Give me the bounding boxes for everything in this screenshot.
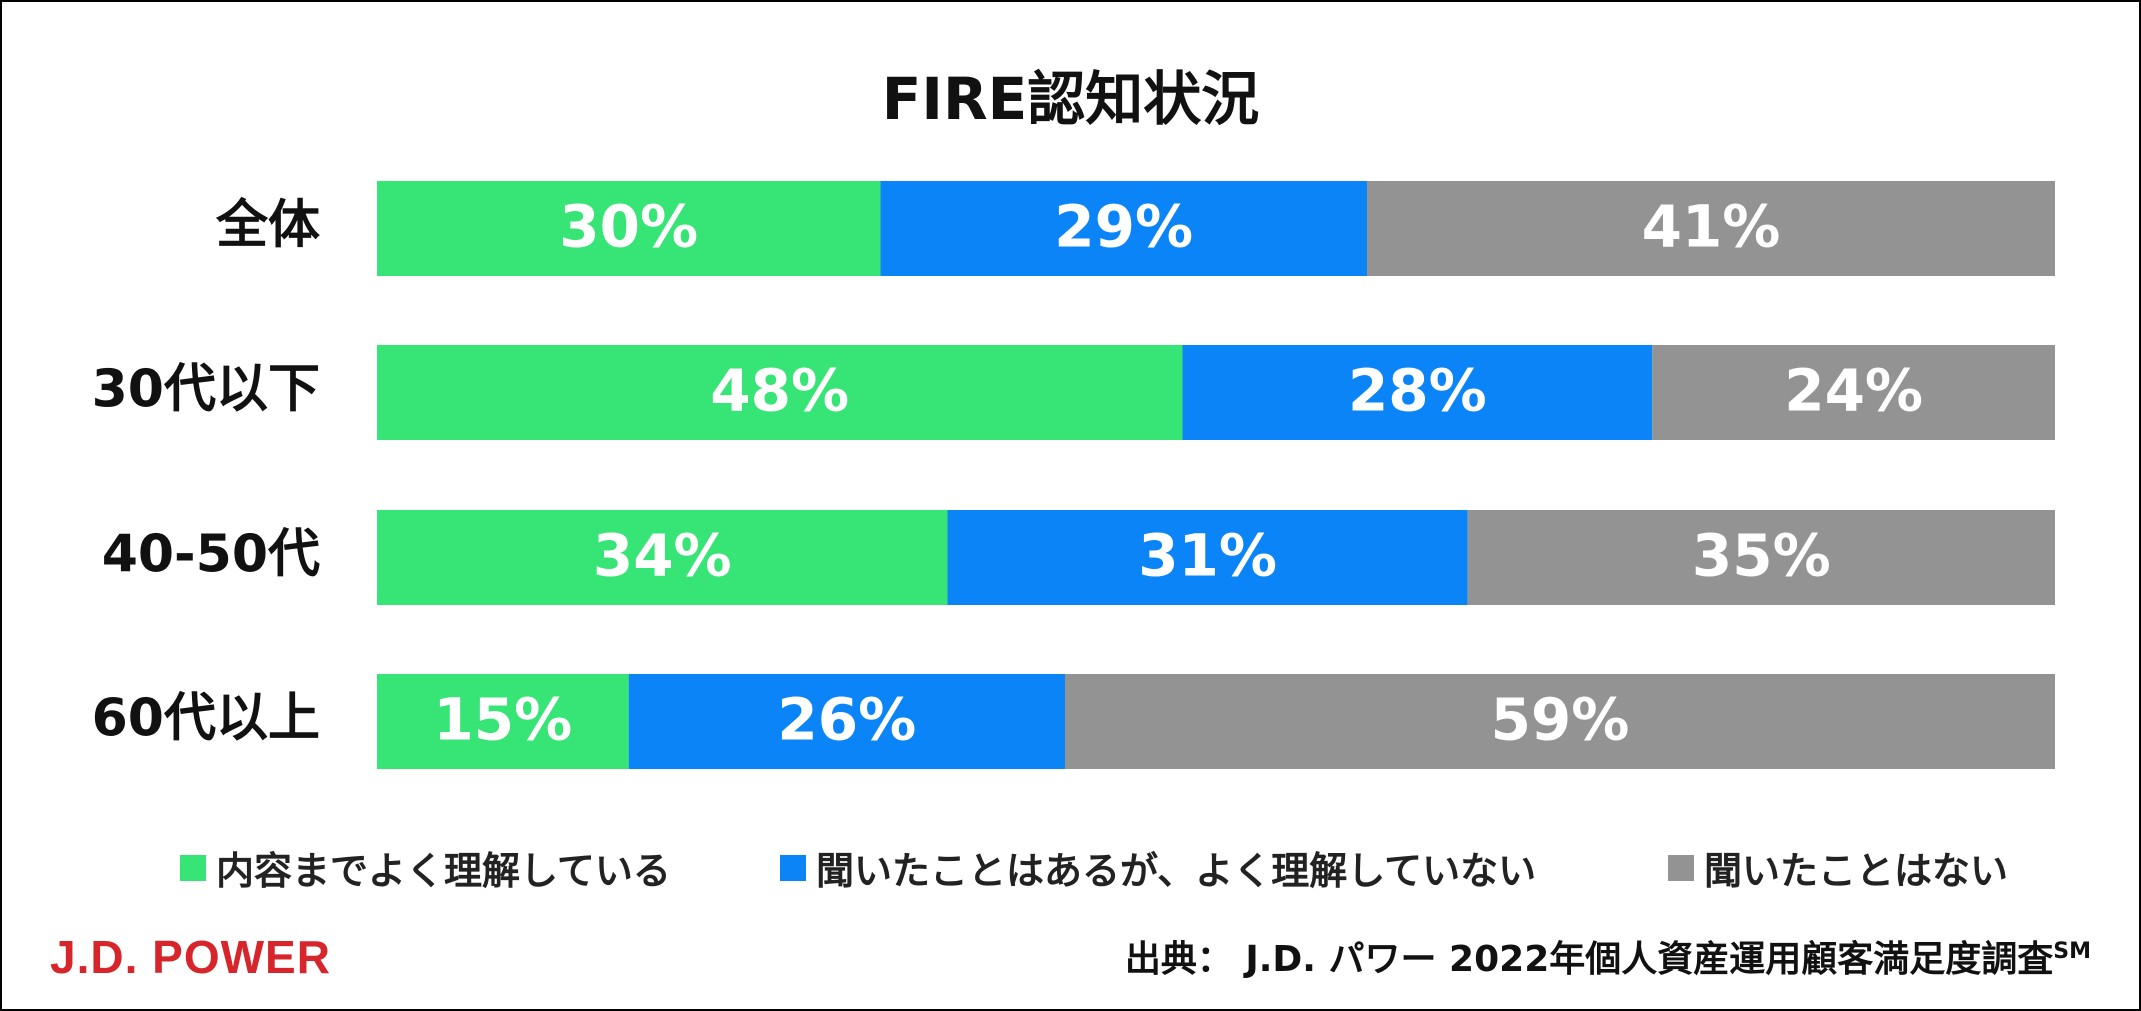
bar-row0-series2 [1367, 181, 2055, 276]
legend: 内容までよく理解している 聞いたことはあるが、よく理解していない 聞いたことはな… [180, 840, 2060, 893]
data-label-row1-series1: 28% [1348, 357, 1487, 425]
legend-swatch-heard [780, 854, 806, 881]
category-label-0: 全体 [215, 196, 320, 256]
data-label-row1-series2: 24% [1784, 357, 1923, 425]
bar-row1-series1 [1182, 345, 1653, 440]
legend-label-never: 聞いたことはない [1704, 849, 2009, 893]
data-label-row3-series1: 26% [777, 686, 916, 754]
legend-item-heard: 聞いたことはあるが、よく理解していない [780, 840, 1536, 895]
bar-row3-series2 [1064, 674, 2055, 769]
legend-label-understand: 内容までよく理解している [216, 849, 671, 893]
data-label-row2-series0: 34% [593, 522, 732, 590]
chart-title: FIRE認知状況 [881, 65, 1260, 133]
data-label-row2-series1: 31% [1138, 522, 1277, 590]
bar-row2-series0 [377, 510, 948, 605]
data-label-row0-series1: 29% [1054, 193, 1193, 261]
data-label-row0-series2: 41% [1642, 193, 1781, 261]
bar-row0-series0 [377, 181, 881, 276]
bar-row3-series1 [628, 674, 1065, 769]
data-label-row1-series0: 48% [710, 357, 849, 425]
bar-row1-series0 [377, 345, 1183, 440]
bar-row2-series2 [1467, 510, 2055, 605]
data-label-row2-series2: 35% [1692, 522, 1831, 590]
legend-item-understand: 内容までよく理解している [180, 840, 671, 895]
category-label-2: 40-50代 [102, 525, 320, 585]
legend-item-never: 聞いたことはない [1668, 840, 2008, 895]
legend-label-heard: 聞いたことはあるが、よく理解していない [816, 849, 1537, 893]
service-mark: SM [2053, 939, 2091, 964]
source-text: 出典： J.D. パワー 2022年個人資産運用顧客満足度調査 [1124, 939, 2054, 980]
category-label-1: 30代以下 [92, 360, 320, 420]
data-label-row0-series0: 30% [559, 193, 698, 261]
category-label-3: 60代以上 [92, 689, 320, 749]
data-label-row3-series2: 59% [1491, 686, 1630, 754]
legend-swatch-never [1668, 854, 1694, 881]
data-label-row3-series0: 15% [433, 686, 572, 754]
source-note: 出典： J.D. パワー 2022年個人資産運用顧客満足度調査SM [1125, 930, 2091, 982]
bar-row2-series1 [947, 510, 1468, 605]
legend-swatch-understand [180, 854, 206, 881]
bar-row1-series2 [1652, 345, 2055, 440]
jd-power-logo: J.D. POWER [50, 931, 331, 983]
bar-row3-series0 [377, 674, 629, 769]
bar-row0-series1 [880, 181, 1368, 276]
